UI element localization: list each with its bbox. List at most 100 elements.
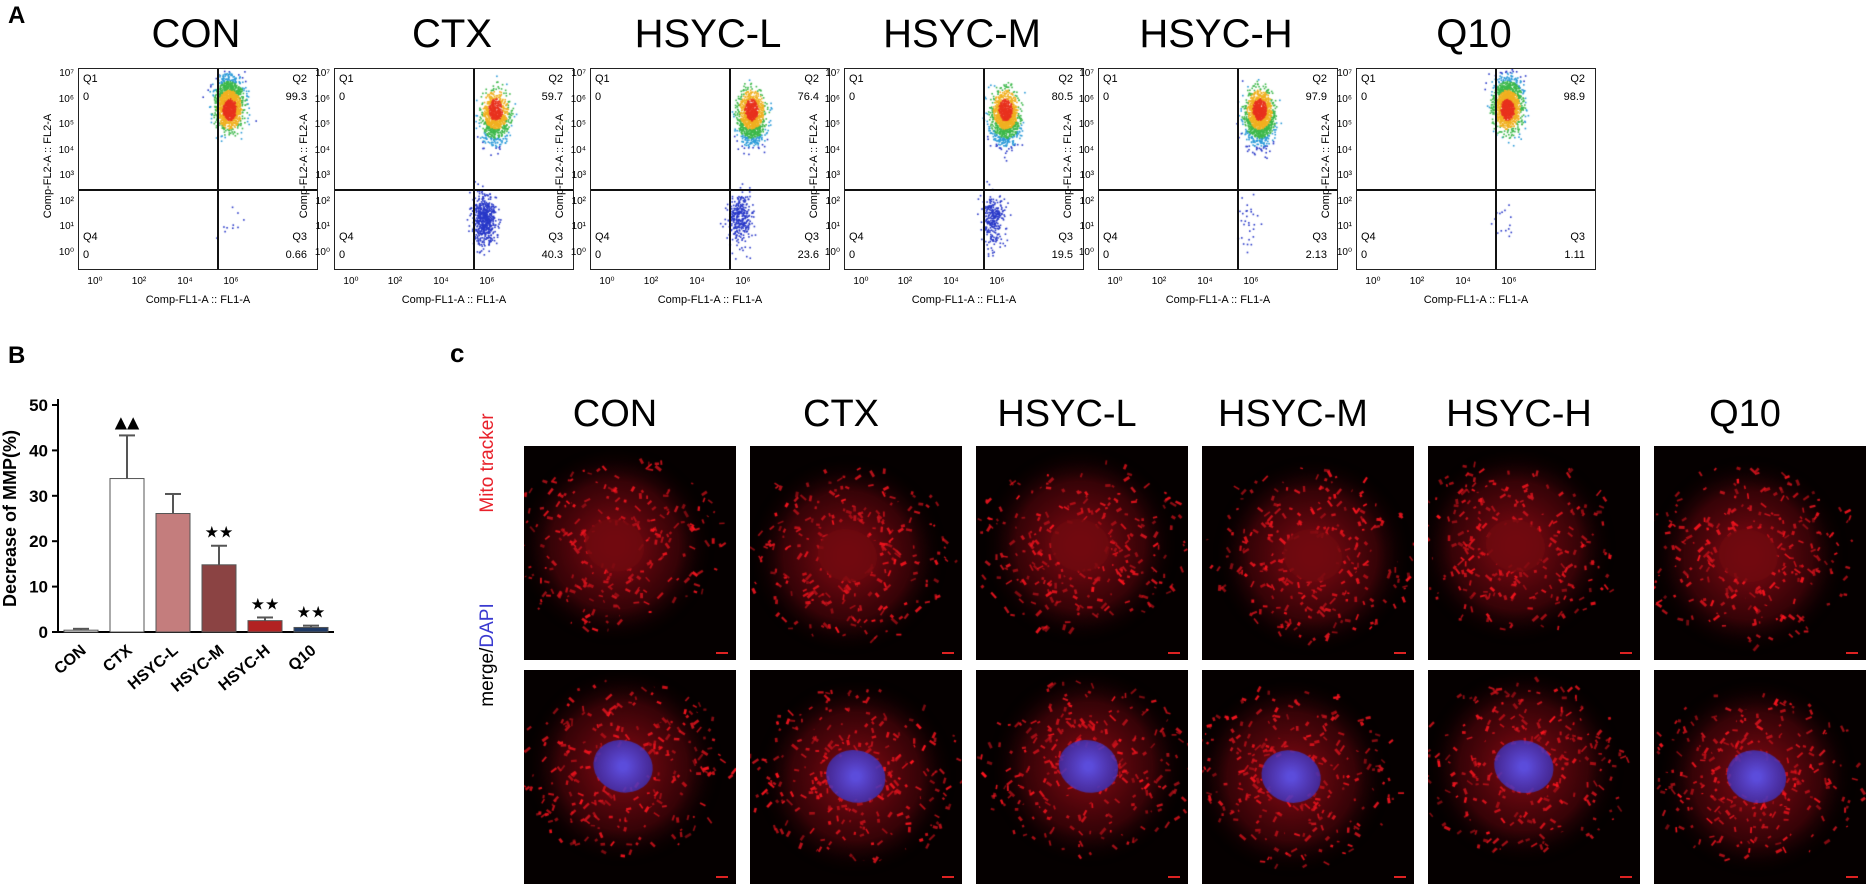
quadrant-gate-vertical [729,69,731,269]
row-label-merge-dapi: merge/DAPI [477,603,498,707]
quadrant-q3-percent: 40.3 [541,249,563,261]
merge-dapi-image [976,670,1188,884]
mito-tracker-image [524,446,736,660]
quadrant-q3-name: Q3 [1570,231,1585,243]
quadrant-q2-percent: 80.5 [1051,91,1073,103]
quadrant-q4-label: Q4 0 [849,231,864,262]
flow-plot-y-tick: 10³ [59,170,74,181]
quadrant-q1-percent: 0 [1361,91,1368,103]
merge-dapi-image [1654,670,1866,884]
quadrant-gate-vertical [217,69,219,269]
flow-plot-x-tick: 10⁶ [1243,276,1259,287]
quadrant-q2-percent: 99.3 [285,91,307,103]
flow-plot-scatter-density [591,69,829,269]
quadrant-q4-label: Q4 0 [83,231,98,262]
flow-plot-y-tick: 10⁴ [58,144,74,156]
micrograph-cell [1202,670,1414,884]
quadrant-q4-label: Q4 0 [1103,231,1118,262]
significance-marker: ★★ [205,523,234,542]
flow-plot-y-tick: 10¹ [59,221,74,232]
quadrant-gate-horizontal [591,189,829,191]
flow-plot-x-tick: 10⁴ [1197,276,1213,287]
flow-plot-x-tick: 10² [387,276,403,287]
panel-b-letter: B [8,342,26,369]
quadrant-q2-name: Q2 [1058,73,1073,85]
flow-plot-y-tick: 10⁵ [1078,119,1094,130]
merge-dapi-image [524,670,736,884]
panel-a-letter: A [8,2,26,29]
scale-bar [1620,876,1632,878]
micrograph-cell [750,446,962,660]
flow-plot-scatter-density [79,69,317,269]
bar-chart-y-tick-label: 40 [29,441,48,460]
flow-plot-y-tick: 10⁴ [1336,144,1352,156]
quadrant-q3-percent: 19.5 [1051,249,1073,261]
flow-plot-scatter-density [1099,69,1337,269]
quadrant-q4-name: Q4 [849,231,864,243]
quadrant-q1-percent: 0 [339,91,346,103]
flow-plot-x-axis-label: Comp-FL1-A :: FL1-A [401,294,507,306]
flow-plot-y-tick: 10² [571,195,586,207]
scale-bar [716,876,728,878]
quadrant-q1-label: Q1 0 [1103,73,1118,104]
flow-plot-x-tick: 10⁶ [989,276,1005,287]
flow-plot-y-tick: 10⁷ [315,68,330,79]
bar-ctx [109,478,145,633]
flow-plot-y-tick: 10⁴ [314,144,330,156]
panel-c-letter: c [450,338,465,368]
quadrant-q1-name: Q1 [83,73,98,85]
quadrant-q1-percent: 0 [1103,91,1110,103]
quadrant-q4-label: Q4 0 [1361,231,1376,262]
flow-plot-x-tick: 10⁶ [735,276,751,287]
scale-bar [1846,652,1858,654]
flow-plot-title: HSYC-M [883,12,1041,56]
flow-plot-y-tick: 10¹ [825,221,840,232]
flow-plot-x-axis-label: Comp-FL1-A :: FL1-A [1423,294,1529,306]
quadrant-q4-name: Q4 [1103,231,1118,243]
bar-hsyc-h [247,620,283,633]
mito-tracker-image [750,446,962,660]
quadrant-q1-label: Q1 0 [339,73,354,104]
bar-chart-y-axis-label: Decrease of MMP(%) [0,430,20,607]
bar-chart-category-label: CON [51,642,89,678]
bar-chart-y-tick-label: 10 [29,578,48,597]
quadrant-q1-percent: 0 [595,91,602,103]
quadrant-q3-label: Q3 23.6 [798,231,819,262]
flow-plot-y-tick: 10⁶ [314,93,330,105]
flow-plot-x-axis-label: Comp-FL1-A :: FL1-A [657,294,763,306]
flow-plot-x-tick: 10⁰ [853,276,869,287]
merge-dapi-image [750,670,962,884]
flow-plot-y-tick: 10⁶ [570,93,586,105]
micrograph-cell [976,670,1188,884]
quadrant-q1-label: Q1 0 [595,73,610,104]
micrograph-cell [976,446,1188,660]
flow-plot-x-tick: 10⁴ [689,276,705,287]
quadrant-gate-vertical [983,69,985,269]
quadrant-q3-label: Q3 0.66 [286,231,307,262]
micrograph-cell [1428,670,1640,884]
quadrant-q2-percent: 59.7 [541,91,563,103]
quadrant-gate-vertical [1237,69,1239,269]
quadrant-q4-name: Q4 [1361,231,1376,243]
micrograph-column-title: HSYC-L [997,393,1137,435]
quadrant-q3-percent: 1.11 [1564,249,1585,261]
quadrant-gate-horizontal [845,189,1083,191]
flow-plot-y-tick: 10⁰ [1336,246,1352,258]
quadrant-q1-name: Q1 [339,73,354,85]
scale-bar [1168,652,1180,654]
bar-chart-y-tick-label: 20 [29,532,48,551]
flow-plot-area: Q1 0 Q2 98.9 Q3 1.11 Q4 0 [1356,68,1596,270]
quadrant-q2-label: Q2 98.9 [1564,73,1585,104]
significance-marker: ★★ [251,594,280,613]
bar-chart-y-tick-label: 30 [29,487,48,506]
quadrant-q2-name: Q2 [804,73,819,85]
flow-plot-x-tick: 10⁴ [433,276,449,287]
flow-plot-y-tick: 10⁵ [314,119,330,130]
bar-chart-category-label: HSYC-H [216,642,274,694]
flow-plot-x-axis-label: Comp-FL1-A :: FL1-A [911,294,1017,306]
scale-bar [1168,876,1180,878]
quadrant-q4-percent: 0 [339,249,346,261]
quadrant-gate-horizontal [1357,189,1595,191]
scale-bar [1846,876,1858,878]
quadrant-gate-horizontal [335,189,573,191]
